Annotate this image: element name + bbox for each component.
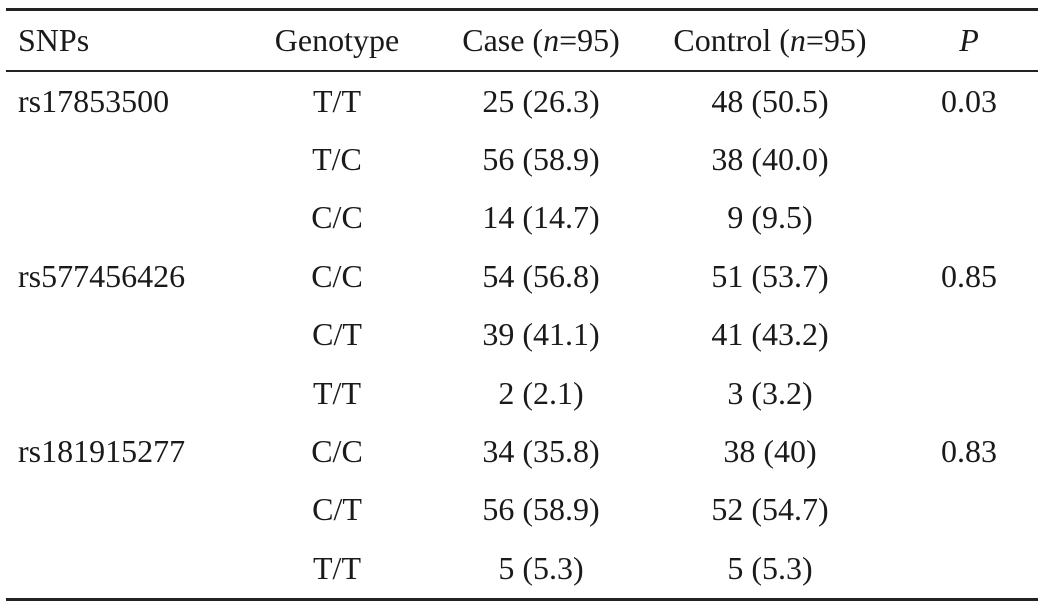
cell-snp [6,364,244,422]
header-genotype: Genotype [274,22,400,58]
cell-p-value [888,189,1044,247]
header-snps: SNPs [18,22,90,58]
table-row: rs181915277 C/C 34 (35.8) 38 (40) 0.83 [6,422,1044,480]
header-row: SNPs Genotype Case (n=95) Control (n=95)… [6,11,1044,70]
table-bottom-rule [6,597,1038,601]
cell-control: 52 (54.7) [711,491,829,528]
table-row: T/T 2 (2.1) 3 (3.2) [6,364,1044,422]
cell-snp [6,306,244,364]
table-row: T/T 5 (5.3) 5 (5.3) [6,539,1044,597]
header-control-n: n [789,22,806,58]
cell-genotype: C/T [312,316,362,353]
header-control-suffix: =95) [805,22,867,58]
cell-snp: rs577456426 [18,257,186,294]
header-case-suffix: =95) [559,22,620,58]
cell-case: 5 (5.3) [498,549,584,586]
table-body: rs17853500 T/T 25 (26.3) 48 (50.5) 0.03 T/C 56… [6,72,1044,598]
cell-control: 48 (50.5) [711,82,829,119]
cell-control: 51 (53.7) [711,257,829,294]
cell-p-value [888,364,1044,422]
cell-genotype: T/T [313,549,361,586]
cell-snp [6,130,244,188]
genotype-table-body: rs17853500 T/T 25 (26.3) 48 (50.5) 0.03 T/C 56… [6,72,1044,598]
table-row: C/T 39 (41.1) 41 (43.2) [6,306,1044,364]
cell-genotype: C/C [311,257,363,294]
cell-case: 25 (26.3) [482,82,600,119]
cell-control: 38 (40) [723,433,817,470]
cell-genotype: C/C [311,433,363,470]
table-row: C/T 56 (58.9) 52 (54.7) [6,481,1044,539]
cell-case: 54 (56.8) [482,257,600,294]
cell-case: 39 (41.1) [482,316,600,353]
cell-snp [6,539,244,597]
header-case: Case (n=95) [430,11,652,70]
cell-control: 3 (3.2) [727,374,813,411]
header-case-prefix: Case ( [462,22,544,58]
table-top-rule [6,8,1038,11]
cell-case: 56 (58.9) [482,141,600,178]
header-control: Control (n=95) [652,11,888,70]
cell-case: 34 (35.8) [482,433,600,470]
cell-snp: rs181915277 [18,433,186,470]
table-header: SNPs Genotype Case (n=95) Control (n=95)… [6,11,1044,70]
cell-control: 9 (9.5) [727,199,813,236]
cell-genotype: T/T [313,374,361,411]
cell-genotype: C/C [311,199,363,236]
table-row: T/C 56 (58.9) 38 (40.0) [6,130,1044,188]
header-control-prefix: Control ( [673,22,790,58]
cell-control: 41 (43.2) [711,316,829,353]
header-p-value: P [959,22,979,58]
cell-genotype: C/T [312,491,362,528]
cell-p-value [888,539,1044,597]
cell-p-value [888,306,1044,364]
cell-control: 38 (40.0) [711,141,829,178]
cell-p-value: 0.03 [941,82,997,119]
cell-snp [6,189,244,247]
genotype-table: SNPs Genotype Case (n=95) Control (n=95)… [6,8,1038,601]
cell-control: 5 (5.3) [727,549,813,586]
table-row: rs17853500 T/T 25 (26.3) 48 (50.5) 0.03 [6,72,1044,130]
cell-snp [6,481,244,539]
cell-case: 2 (2.1) [498,374,584,411]
cell-p-value [888,130,1044,188]
cell-p-value: 0.83 [941,433,997,470]
cell-case: 14 (14.7) [482,199,600,236]
table-row: C/C 14 (14.7) 9 (9.5) [6,189,1044,247]
cell-genotype: T/C [312,141,362,178]
cell-p-value [888,481,1044,539]
header-case-n: n [543,22,560,58]
table-row: rs577456426 C/C 54 (56.8) 51 (53.7) 0.85 [6,247,1044,305]
cell-genotype: T/T [313,82,361,119]
cell-case: 56 (58.9) [482,491,600,528]
cell-snp: rs17853500 [18,82,170,119]
table-header-rule [6,70,1038,72]
cell-p-value: 0.85 [941,257,997,294]
genotype-distribution-table: SNPs Genotype Case (n=95) Control (n=95)… [6,11,1044,70]
